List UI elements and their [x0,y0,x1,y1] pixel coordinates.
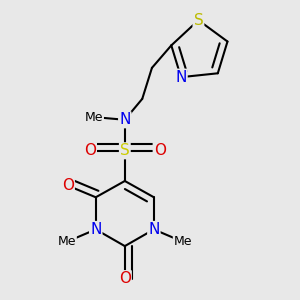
Text: S: S [194,13,203,28]
Text: O: O [154,143,166,158]
Text: N: N [175,70,187,85]
Text: Me: Me [174,235,192,248]
Text: O: O [62,178,74,193]
Text: N: N [148,222,160,237]
Text: N: N [119,112,130,127]
Text: N: N [90,222,101,237]
Text: O: O [119,271,131,286]
Text: S: S [120,143,130,158]
Text: Me: Me [58,235,76,248]
Text: Me: Me [85,111,103,124]
Text: O: O [84,143,96,158]
